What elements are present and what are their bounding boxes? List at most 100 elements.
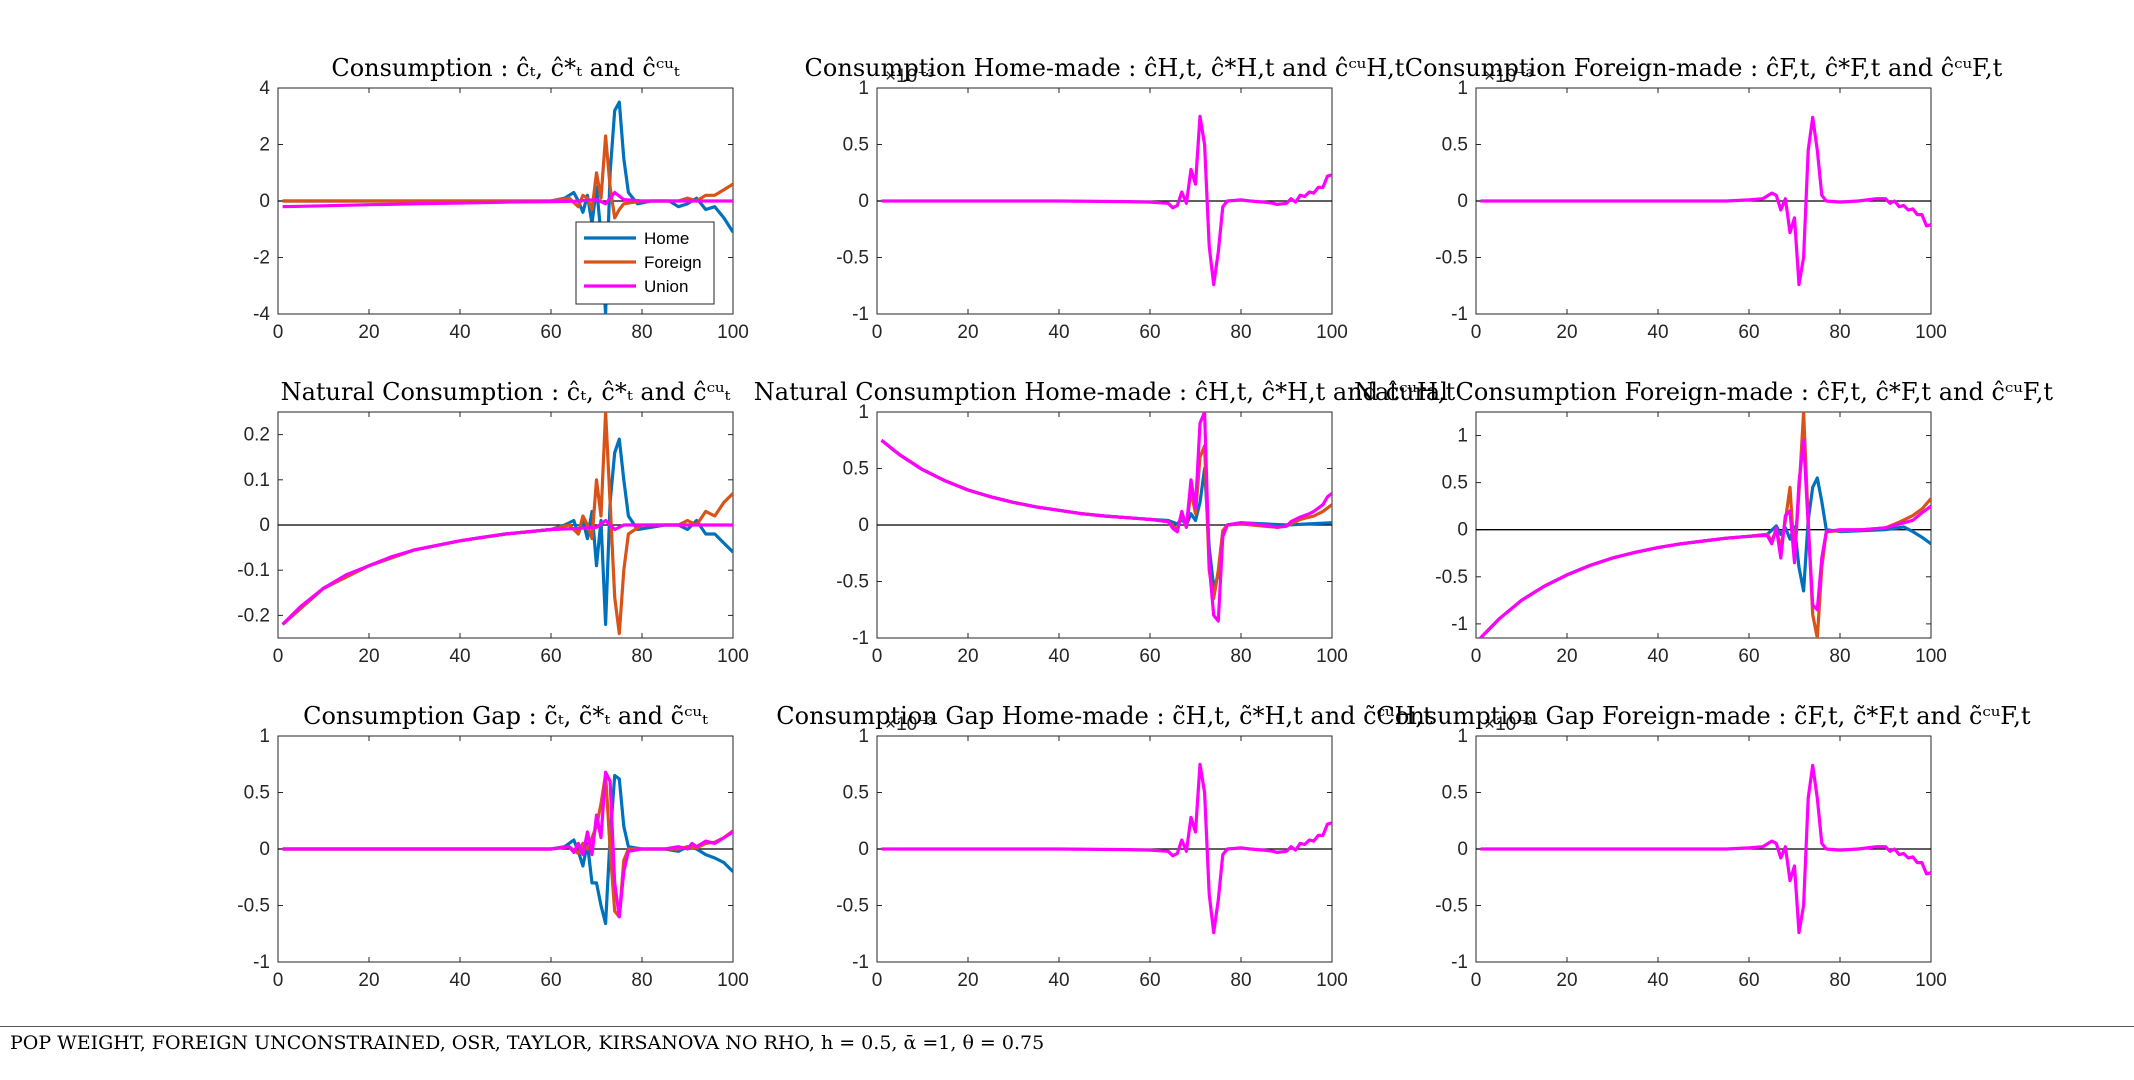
x-tick-label: 100: [1915, 646, 1947, 667]
legend-label-foreign: Foreign: [644, 253, 702, 272]
footer-divider: [0, 1026, 2134, 1027]
y-tick-label: 0: [1457, 191, 1468, 212]
legend: Home Foreign Union: [575, 221, 715, 305]
y-tick-label: 0.5: [1442, 473, 1468, 494]
x-tick-label: 60: [540, 970, 561, 991]
x-tick-label: 40: [1048, 970, 1069, 991]
subplot-title: Consumption Foreign-made : ĉF,t, ĉ*F,t a…: [1405, 54, 2003, 82]
y-tick-label: -0.5: [836, 896, 869, 917]
subplot-1: 0 20 40 60 80 100 -4 -2 0 2 4 Consumption : ĉₜ, ĉ*ₜ…: [253, 54, 749, 343]
series-line-union: [1479, 438, 1931, 638]
x-tick-label: 80: [1829, 322, 1850, 343]
y-tick-label: 0.5: [1442, 135, 1468, 156]
subplot-7: 0 20 40 60 80 100 -1 -0.5 0 0.5 1 Consumption Gap :…: [237, 702, 749, 991]
x-tick-label: 60: [1738, 322, 1759, 343]
series-line-union: [281, 518, 733, 626]
y-tick-label: 1: [858, 726, 869, 747]
x-tick-label: 40: [449, 322, 470, 343]
y-tick-label: 1: [1457, 78, 1468, 99]
subplot-8: 0 20 40 60 80 100 -1 -0.5 0 0.5 1 ×10⁻³Consumption …: [776, 702, 1433, 991]
footer-caption: POP WEIGHT, FOREIGN UNCONSTRAINED, OSR, …: [10, 1032, 1045, 1054]
y-tick-label: -0.1: [237, 560, 270, 581]
y-tick-label: 1: [1457, 426, 1468, 447]
y-tick-label: -1: [1451, 614, 1468, 635]
series-line-union: [1480, 763, 1931, 935]
series-line-union: [881, 762, 1332, 935]
y-tick-label: -0.5: [1435, 567, 1468, 588]
x-tick-label: 60: [1139, 970, 1160, 991]
x-tick-label: 80: [631, 970, 652, 991]
y-tick-label: 0.5: [843, 783, 869, 804]
y-tick-label: 0.2: [244, 425, 270, 446]
subplot-3: 0 20 40 60 80 100 -1 -0.5 0 0.5 1 ×10⁻³Consumption …: [1405, 54, 2003, 343]
y-tick-label: -4: [253, 304, 270, 325]
subplot-title: Consumption Gap Foreign-made : c̃F,t, c̃…: [1377, 702, 2031, 730]
x-tick-label: 0: [1471, 322, 1482, 343]
x-tick-label: 100: [1316, 322, 1348, 343]
y-tick-label: -0.5: [1435, 248, 1468, 269]
x-tick-label: 60: [540, 646, 561, 667]
x-tick-label: 100: [717, 322, 749, 343]
x-tick-label: 80: [1230, 646, 1251, 667]
subplot-6: 0 20 40 60 80 100 -1 -0.5 0 0.5 1 Natural Consumpti…: [1354, 378, 2053, 667]
y-tick-label: 0.1: [244, 470, 270, 491]
x-tick-label: 100: [1316, 970, 1348, 991]
x-tick-label: 40: [1647, 646, 1668, 667]
x-tick-label: 20: [1556, 322, 1577, 343]
legend-label-union: Union: [644, 277, 688, 296]
y-tick-label: 2: [259, 135, 270, 156]
x-tick-label: 40: [1048, 646, 1069, 667]
axis-exponent-label: ×10⁻³: [885, 714, 934, 735]
y-tick-label: 0: [259, 191, 270, 212]
x-tick-label: 40: [1647, 970, 1668, 991]
series-line-union: [1480, 115, 1931, 287]
y-tick-label: -1: [1451, 952, 1468, 973]
x-tick-label: 0: [872, 646, 883, 667]
x-tick-label: 100: [1316, 646, 1348, 667]
subplot-title: Natural Consumption Home-made : ĉH,t, ĉ*…: [754, 378, 1456, 406]
x-tick-label: 80: [631, 322, 652, 343]
series-line-union: [880, 412, 1332, 623]
x-tick-label: 0: [273, 322, 284, 343]
y-tick-label: -1: [852, 304, 869, 325]
subplot-title: Natural Consumption : ĉₜ, ĉ*ₜ and ĉᶜᵘₜ: [281, 378, 731, 406]
y-tick-label: 0: [858, 515, 869, 536]
y-tick-label: 4: [259, 78, 270, 99]
x-tick-label: 100: [717, 970, 749, 991]
x-tick-label: 40: [1048, 322, 1069, 343]
y-tick-label: 1: [858, 402, 869, 423]
x-tick-label: 80: [1230, 970, 1251, 991]
subplot-2: 0 20 40 60 80 100 -1 -0.5 0 0.5 1 ×10⁻³Consumption …: [805, 54, 1405, 343]
series-line-union: [881, 114, 1332, 287]
x-tick-label: 40: [1647, 322, 1668, 343]
x-tick-label: 100: [1915, 322, 1947, 343]
x-tick-label: 60: [1738, 646, 1759, 667]
x-tick-label: 20: [957, 322, 978, 343]
subplot-9: 0 20 40 60 80 100 -1 -0.5 0 0.5 1 ×10⁻³Consumption …: [1377, 702, 2031, 991]
y-tick-label: 1: [858, 78, 869, 99]
y-tick-label: 0.5: [843, 135, 869, 156]
legend-label-home: Home: [644, 229, 689, 248]
y-tick-label: -0.5: [836, 248, 869, 269]
x-tick-label: 20: [957, 970, 978, 991]
x-tick-label: 20: [358, 970, 379, 991]
subplot-title: Consumption : ĉₜ, ĉ*ₜ and ĉᶜᵘₜ: [331, 54, 679, 82]
y-tick-label: -0.5: [237, 896, 270, 917]
y-tick-label: 0.5: [843, 459, 869, 480]
x-tick-label: 20: [957, 646, 978, 667]
y-tick-label: 0.5: [1442, 783, 1468, 804]
y-tick-label: -0.5: [1435, 896, 1468, 917]
y-tick-label: -1: [253, 952, 270, 973]
subplot-title: Natural Consumption Foreign-made : ĉF,t,…: [1354, 378, 2053, 406]
x-tick-label: 20: [1556, 970, 1577, 991]
y-tick-label: -0.2: [237, 605, 270, 626]
x-tick-label: 60: [1738, 970, 1759, 991]
y-tick-label: 1: [1457, 726, 1468, 747]
x-tick-label: 0: [273, 646, 284, 667]
x-tick-label: 60: [1139, 322, 1160, 343]
x-tick-label: 60: [1139, 646, 1160, 667]
x-tick-label: 40: [449, 646, 470, 667]
series-line-union: [282, 190, 733, 209]
x-tick-label: 80: [1230, 322, 1251, 343]
